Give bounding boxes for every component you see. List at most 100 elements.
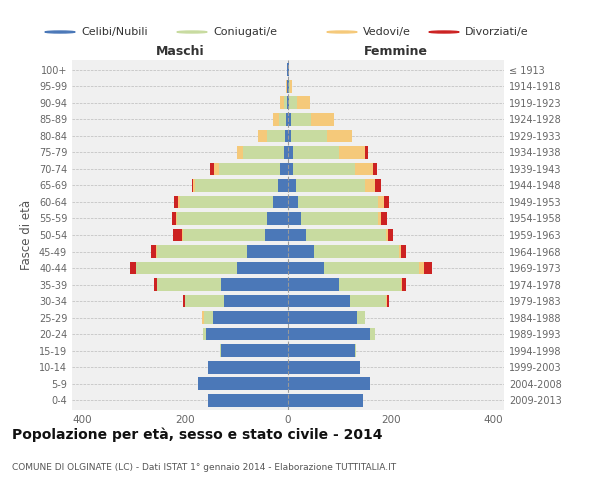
- Bar: [365, 146, 368, 159]
- Bar: [172, 212, 176, 225]
- Bar: [204, 311, 214, 324]
- Bar: [214, 162, 218, 175]
- Bar: [378, 212, 380, 225]
- Bar: [221, 278, 288, 291]
- Circle shape: [327, 31, 357, 33]
- Text: Celibi/Nubili: Celibi/Nubili: [81, 27, 148, 37]
- Bar: [301, 212, 378, 225]
- Bar: [198, 377, 288, 390]
- Bar: [288, 377, 370, 390]
- Bar: [288, 179, 296, 192]
- Bar: [326, 130, 352, 142]
- Bar: [211, 162, 214, 175]
- Bar: [340, 278, 401, 291]
- Bar: [224, 294, 288, 308]
- Bar: [290, 130, 326, 142]
- Bar: [218, 162, 280, 175]
- Bar: [350, 294, 386, 308]
- Bar: [178, 212, 268, 225]
- Bar: [243, 146, 284, 159]
- Bar: [314, 245, 398, 258]
- Bar: [378, 196, 384, 208]
- Bar: [311, 113, 334, 126]
- Bar: [284, 96, 287, 110]
- Bar: [288, 113, 290, 126]
- Bar: [355, 162, 373, 175]
- Bar: [206, 328, 288, 340]
- Bar: [136, 262, 236, 274]
- Bar: [288, 130, 290, 142]
- Bar: [355, 344, 356, 357]
- Bar: [182, 228, 265, 241]
- Bar: [286, 130, 288, 142]
- Bar: [380, 212, 387, 225]
- Bar: [151, 245, 157, 258]
- Bar: [157, 245, 247, 258]
- Bar: [288, 278, 340, 291]
- Bar: [272, 113, 279, 126]
- Text: Popolazione per età, sesso e stato civile - 2014: Popolazione per età, sesso e stato civil…: [12, 428, 383, 442]
- Bar: [288, 196, 298, 208]
- Text: Vedovi/e: Vedovi/e: [363, 27, 411, 37]
- Bar: [220, 344, 221, 357]
- Bar: [193, 179, 196, 192]
- Bar: [287, 96, 288, 110]
- Bar: [424, 262, 432, 274]
- Y-axis label: Fasce di età: Fasce di età: [20, 200, 33, 270]
- Bar: [373, 162, 377, 175]
- Bar: [196, 179, 278, 192]
- Circle shape: [45, 31, 75, 33]
- Bar: [401, 278, 402, 291]
- Bar: [290, 113, 311, 126]
- Text: Divorziati/e: Divorziati/e: [465, 27, 529, 37]
- Bar: [398, 245, 401, 258]
- Bar: [214, 311, 288, 324]
- Bar: [130, 262, 136, 274]
- Bar: [402, 278, 406, 291]
- Bar: [288, 245, 314, 258]
- Bar: [288, 212, 301, 225]
- Bar: [221, 344, 288, 357]
- Bar: [297, 96, 310, 110]
- Bar: [185, 294, 224, 308]
- Bar: [387, 294, 389, 308]
- Bar: [182, 294, 185, 308]
- Bar: [268, 212, 288, 225]
- Bar: [286, 113, 288, 126]
- Bar: [288, 96, 289, 110]
- Bar: [386, 294, 387, 308]
- Circle shape: [177, 31, 207, 33]
- Bar: [419, 262, 424, 274]
- Bar: [258, 130, 268, 142]
- Bar: [192, 179, 193, 192]
- Text: COMUNE DI OLGINATE (LC) - Dati ISTAT 1° gennaio 2014 - Elaborazione TUTTITALIA.I: COMUNE DI OLGINATE (LC) - Dati ISTAT 1° …: [12, 462, 396, 471]
- Bar: [289, 96, 297, 110]
- Text: Maschi: Maschi: [155, 44, 205, 58]
- Bar: [280, 96, 284, 110]
- Bar: [157, 278, 221, 291]
- Bar: [280, 162, 288, 175]
- Bar: [268, 130, 286, 142]
- Bar: [288, 162, 293, 175]
- Circle shape: [429, 31, 459, 33]
- Bar: [370, 328, 376, 340]
- Bar: [284, 146, 288, 159]
- Bar: [288, 228, 306, 241]
- Bar: [293, 162, 355, 175]
- Bar: [376, 179, 380, 192]
- Bar: [288, 360, 360, 374]
- Bar: [203, 328, 206, 340]
- Bar: [365, 179, 376, 192]
- Bar: [384, 196, 389, 208]
- Bar: [202, 311, 204, 324]
- Bar: [236, 262, 288, 274]
- Bar: [178, 196, 180, 208]
- Bar: [386, 228, 388, 241]
- Bar: [340, 146, 365, 159]
- Bar: [293, 146, 340, 159]
- Bar: [247, 245, 288, 258]
- Bar: [358, 311, 365, 324]
- Bar: [288, 294, 350, 308]
- Bar: [208, 360, 288, 374]
- Bar: [289, 80, 290, 93]
